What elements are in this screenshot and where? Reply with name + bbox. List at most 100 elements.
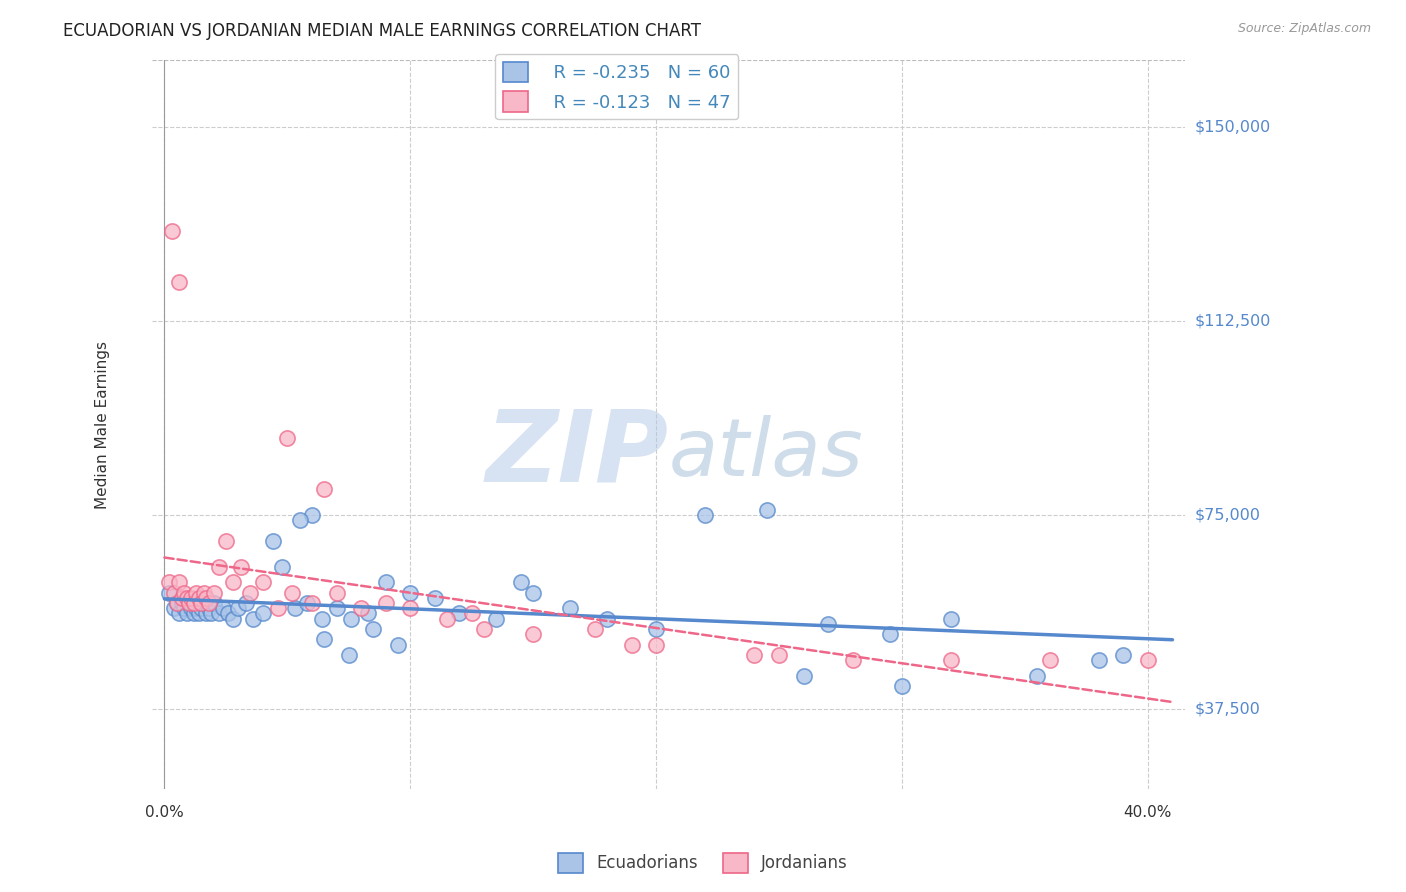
Point [262,534,284,549]
Point [350,601,373,615]
Point [744,648,766,662]
Point [284,601,307,615]
Point [941,653,963,667]
Point [399,586,422,600]
Point [271,560,294,574]
Point [374,575,396,590]
Point [173,601,195,615]
Point [167,607,190,621]
Point [485,612,508,626]
Point [522,586,544,600]
Point [193,596,215,610]
Point [195,591,218,605]
Point [281,586,304,600]
Point [337,648,360,662]
Point [157,586,180,600]
Point [166,596,188,610]
Point [167,276,190,290]
Point [176,607,198,621]
Point [197,601,219,615]
Point [1026,668,1049,682]
Point [288,513,311,527]
Point [202,586,225,600]
Text: $112,500: $112,500 [1195,314,1271,328]
Point [207,607,229,621]
Point [202,596,225,610]
Text: ZIP: ZIP [485,405,668,502]
Point [842,653,865,667]
Point [180,591,202,605]
Point [252,575,274,590]
Point [314,632,336,647]
Point [1087,653,1109,667]
Point [357,607,380,621]
Point [197,596,219,610]
Point [190,596,212,610]
Point [645,638,668,652]
Point [242,612,264,626]
Point [340,612,363,626]
Point [449,607,471,621]
Point [399,601,422,615]
Point [436,612,458,626]
Point [212,601,235,615]
Point [276,431,298,445]
Point [222,612,245,626]
Text: $75,000: $75,000 [1195,508,1261,523]
Point [793,668,815,682]
Text: 0.0%: 0.0% [145,805,184,820]
Point [1038,653,1060,667]
Text: Source: ZipAtlas.com: Source: ZipAtlas.com [1237,22,1371,36]
Point [325,586,347,600]
Point [215,534,238,549]
Point [891,679,914,693]
Point [200,607,222,621]
Point [186,586,208,600]
Point [176,591,198,605]
Point [325,601,347,615]
Legend:   R = -0.235   N = 60,   R = -0.123   N = 47: R = -0.235 N = 60, R = -0.123 N = 47 [495,54,738,120]
Point [166,596,188,610]
Point [301,596,323,610]
Point [183,607,205,621]
Point [163,601,186,615]
Point [363,622,385,636]
Legend: Ecuadorians, Jordanians: Ecuadorians, Jordanians [551,847,855,880]
Point [222,575,245,590]
Point [583,622,606,636]
Point [301,508,323,523]
Point [157,575,180,590]
Point [266,601,288,615]
Point [817,616,839,631]
Point [207,560,229,574]
Point [190,601,212,615]
Point [768,648,790,662]
Point [509,575,531,590]
Point [187,591,209,605]
Point [170,596,193,610]
Point [170,591,193,605]
Point [423,591,446,605]
Text: 40.0%: 40.0% [1123,805,1173,820]
Point [167,575,190,590]
Point [177,596,200,610]
Point [522,627,544,641]
Point [558,601,581,615]
Text: ECUADORIAN VS JORDANIAN MEDIAN MALE EARNINGS CORRELATION CHART: ECUADORIAN VS JORDANIAN MEDIAN MALE EARN… [63,22,702,40]
Point [311,612,333,626]
Point [620,638,643,652]
Point [195,607,218,621]
Point [193,586,215,600]
Point [879,627,901,641]
Point [187,607,209,621]
Point [163,586,186,600]
Point [596,612,619,626]
Point [295,596,318,610]
Point [374,596,396,610]
Point [645,622,668,636]
Text: atlas: atlas [668,415,863,492]
Text: $37,500: $37,500 [1195,702,1260,716]
Point [160,224,183,238]
Point [941,612,963,626]
Point [695,508,717,523]
